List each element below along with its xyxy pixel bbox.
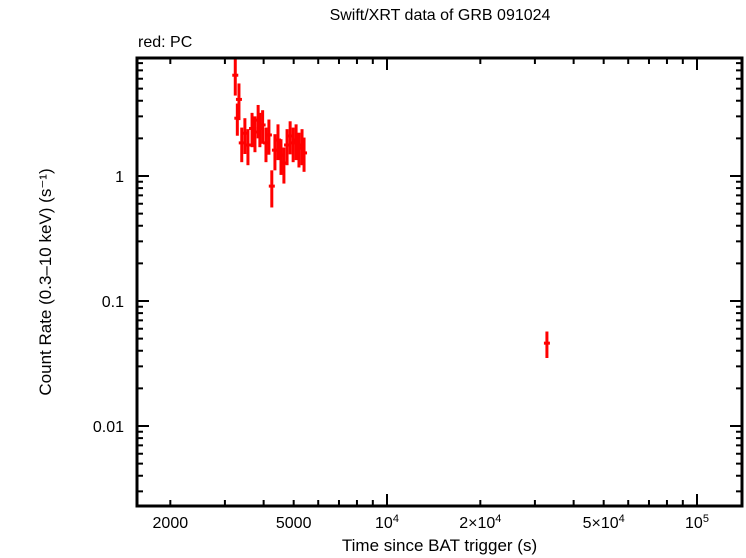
data-point <box>235 83 242 121</box>
data-point <box>244 129 251 166</box>
plot-frame <box>135 56 744 508</box>
data-point <box>543 331 550 358</box>
data-point <box>268 170 275 208</box>
chart-subtitle: red: PC <box>138 34 193 51</box>
data-point <box>232 59 239 96</box>
x-tick-label: 105 <box>685 513 709 532</box>
x-tick-label: 5000 <box>276 515 312 532</box>
chart-title: Swift/XRT data of GRB 091024 <box>329 7 551 24</box>
x-tick-label: 2000 <box>153 515 189 532</box>
axis-ticks <box>137 58 742 506</box>
x-axis-label: Time since BAT trigger (s) <box>341 536 538 555</box>
data-point <box>259 110 266 144</box>
data-series-pc <box>232 59 550 358</box>
y-tick-label: 0.01 <box>93 419 124 436</box>
data-point <box>301 137 308 172</box>
y-tick-label: 0.1 <box>102 294 124 311</box>
x-tick-label: 5×104 <box>583 513 625 532</box>
y-tick-label: 1 <box>115 169 124 186</box>
tick-labels: 2000 5000 104 2×104 5×104 105 1 0.1 0.01 <box>93 169 709 532</box>
x-tick-label: 104 <box>375 513 399 532</box>
x-tick-label: 2×104 <box>459 513 501 532</box>
data-point <box>265 119 272 155</box>
